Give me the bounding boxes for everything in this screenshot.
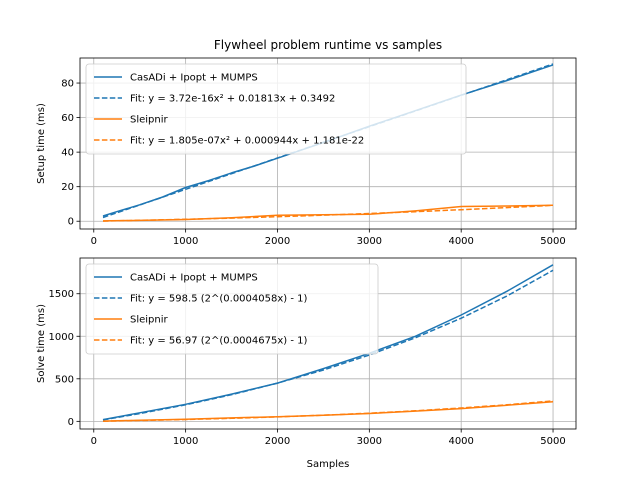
- solve-legend-label-1: Fit: y = 598.5 (2^(0.0004058x) - 1): [130, 294, 308, 305]
- setup-y-tick-label: 40: [61, 148, 74, 159]
- solve-x-tick-label: 1000: [173, 436, 198, 447]
- solve-y-axis-label: Solve time (ms): [36, 304, 47, 383]
- solve-y-tick-label: 0: [68, 417, 74, 428]
- solve-legend-label-0: CasADi + Ipopt + MUMPS: [130, 273, 258, 284]
- setup-y-tick-label: 60: [61, 113, 74, 124]
- setup-axes-frame: [79, 57, 577, 230]
- solve-series-line-3: [102, 400, 554, 422]
- setup-legend-label-1: Fit: y = 3.72e-16x² + 0.01813x + 0.3492: [130, 94, 335, 105]
- solve-x-axis-label: Samples: [307, 459, 350, 470]
- solve-legend-label-3: Fit: y = 56.97 (2^(0.0004675x) - 1): [130, 336, 308, 347]
- setup-legend-label-2: Sleipnir: [130, 115, 169, 126]
- solve-x-tick-label: 0: [91, 436, 97, 447]
- solve-x-tick-label: 2000: [265, 436, 290, 447]
- setup-y-tick-label: 20: [61, 182, 74, 193]
- setup-legend-label-3: Fit: y = 1.805e-07x² + 0.000944x + 1.181…: [130, 136, 364, 147]
- solve-x-tick-label: 5000: [540, 436, 565, 447]
- setup-y-tick-label: 0: [68, 217, 74, 228]
- setup-x-tick-label: 3000: [357, 236, 382, 247]
- solve-x-tick-label: 3000: [357, 436, 382, 447]
- setup-legend-label-0: CasADi + Ipopt + MUMPS: [130, 73, 258, 84]
- solve-axes-frame: [79, 257, 577, 430]
- solve-legend-label-2: Sleipnir: [130, 315, 169, 326]
- solve-y-tick-label: 500: [55, 374, 74, 385]
- setup-y-axis-label: Setup time (ms): [36, 103, 47, 184]
- setup-legend-box: [85, 63, 467, 155]
- setup-x-tick-label: 0: [91, 236, 97, 247]
- solve-legend: CasADi + Ipopt + MUMPS Fit: y = 598.5 (2^…: [85, 263, 379, 355]
- solve-y-tick-label: 1500: [49, 289, 74, 300]
- setup-x-tick-label: 5000: [540, 236, 565, 247]
- solve-x-tick-label: 4000: [448, 436, 473, 447]
- setup-x-tick-label: 2000: [265, 236, 290, 247]
- setup-x-tick-label: 1000: [173, 236, 198, 247]
- setup-time-panel: 0 1000 2000 3000 4000 5000 0 20 40 60 80 Setup time…: [36, 57, 577, 247]
- setup-x-tick-label: 4000: [448, 236, 473, 247]
- chart-title: Flywheel problem runtime vs samples: [214, 38, 442, 52]
- setup-series-line-3: [102, 204, 554, 222]
- solve-series-line-1: [102, 269, 554, 421]
- setup-legend: CasADi + Ipopt + MUMPS Fit: y = 3.72e-16x…: [85, 63, 467, 155]
- solve-y-tick-label: 1000: [49, 332, 74, 343]
- setup-y-tick-label: 80: [61, 79, 74, 90]
- solve-legend-box: [85, 263, 379, 355]
